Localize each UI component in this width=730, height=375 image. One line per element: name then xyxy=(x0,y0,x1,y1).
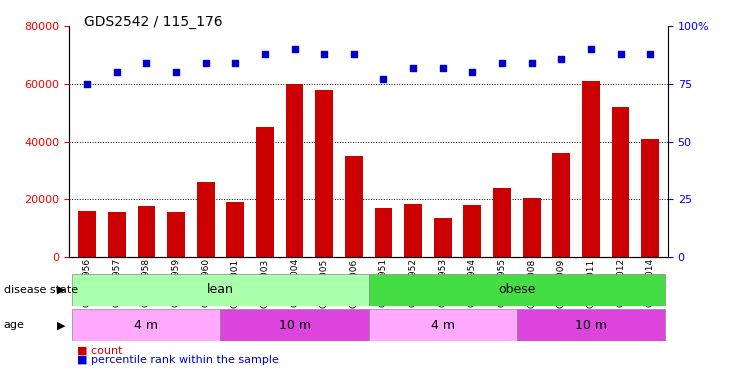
Text: disease state: disease state xyxy=(4,285,78,295)
Bar xyxy=(434,218,452,257)
Point xyxy=(200,60,212,66)
Bar xyxy=(369,309,517,341)
Bar xyxy=(582,81,600,257)
Point xyxy=(259,51,271,57)
Point xyxy=(141,60,153,66)
Text: 10 m: 10 m xyxy=(279,319,310,332)
Bar xyxy=(315,90,333,257)
Bar xyxy=(374,208,392,257)
Bar xyxy=(612,107,629,257)
Text: lean: lean xyxy=(207,283,234,296)
Text: obese: obese xyxy=(498,283,536,296)
Text: ■ count: ■ count xyxy=(77,346,122,355)
Bar xyxy=(226,202,245,257)
Point xyxy=(111,69,123,75)
Bar xyxy=(493,188,511,257)
Text: ▶: ▶ xyxy=(57,320,66,330)
Bar xyxy=(78,211,96,257)
Point xyxy=(407,65,419,71)
Text: ■ percentile rank within the sample: ■ percentile rank within the sample xyxy=(77,355,279,365)
Point xyxy=(585,46,596,53)
Point xyxy=(289,46,301,53)
Bar xyxy=(553,153,570,257)
Bar xyxy=(220,309,369,341)
Bar xyxy=(369,274,665,306)
Text: 4 m: 4 m xyxy=(134,319,158,332)
Point xyxy=(496,60,508,66)
Bar xyxy=(404,204,422,257)
Point xyxy=(229,60,241,66)
Text: 10 m: 10 m xyxy=(575,319,607,332)
Point xyxy=(645,51,656,57)
Bar xyxy=(641,139,659,257)
Bar xyxy=(517,309,665,341)
Bar xyxy=(72,309,220,341)
Text: ▶: ▶ xyxy=(57,285,66,295)
Bar xyxy=(108,212,126,257)
Point xyxy=(170,69,182,75)
Bar xyxy=(523,198,540,257)
Bar xyxy=(197,182,215,257)
Bar xyxy=(285,84,304,257)
Point xyxy=(348,51,360,57)
Bar xyxy=(167,212,185,257)
Point xyxy=(437,65,448,71)
Point xyxy=(318,51,330,57)
Text: age: age xyxy=(4,320,25,330)
Bar xyxy=(464,205,481,257)
Point xyxy=(526,60,537,66)
Bar xyxy=(72,274,369,306)
Text: 4 m: 4 m xyxy=(431,319,455,332)
Bar xyxy=(345,156,363,257)
Bar xyxy=(137,206,155,257)
Point xyxy=(377,76,389,82)
Point xyxy=(615,51,626,57)
Text: GDS2542 / 115_176: GDS2542 / 115_176 xyxy=(84,15,223,29)
Bar xyxy=(256,127,274,257)
Point xyxy=(81,81,93,87)
Point xyxy=(556,56,567,62)
Point xyxy=(466,69,478,75)
